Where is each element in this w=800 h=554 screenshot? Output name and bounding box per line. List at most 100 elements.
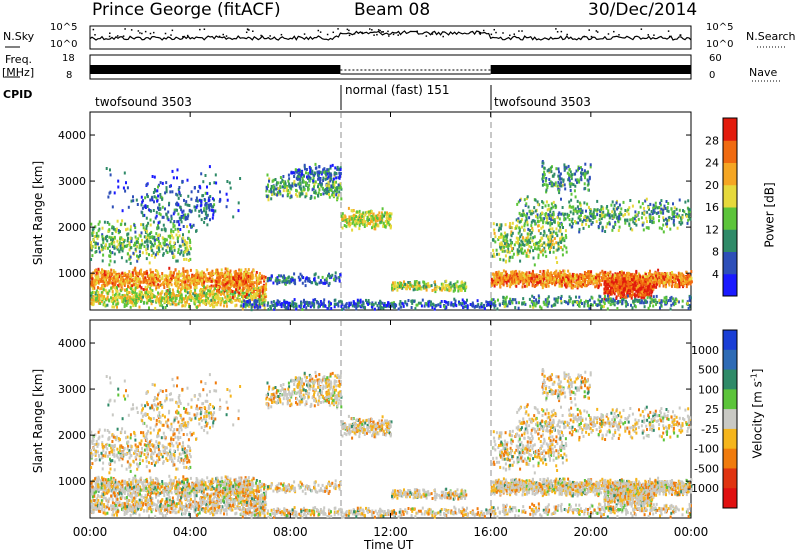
power-cell: [201, 194, 204, 198]
power-cell: [374, 216, 377, 220]
freq-tick-low: 8: [66, 70, 73, 81]
power-cell: [357, 221, 360, 225]
power-cell: [165, 249, 168, 253]
power-cell: [250, 273, 253, 277]
power-cell: [291, 182, 294, 186]
power-cell: [168, 301, 171, 304]
power-cell: [185, 243, 188, 247]
power-cell: [129, 299, 132, 303]
power-cell: [146, 243, 149, 247]
power-cell: [210, 286, 213, 290]
power-cell: [270, 185, 273, 188]
power-cell: [302, 305, 305, 309]
power-cell: [250, 305, 253, 309]
power-cell: [276, 193, 279, 197]
power-cell: [149, 279, 152, 283]
power-cell: [214, 300, 217, 304]
power-cell: [445, 283, 447, 287]
power-cell: [423, 284, 426, 288]
power-cell: [131, 271, 134, 275]
power-cell: [293, 175, 296, 178]
power-cell: [128, 281, 131, 285]
power-cell: [219, 282, 222, 285]
power-cell: [180, 208, 183, 212]
power-cell: [305, 276, 308, 280]
power-cell: [597, 284, 600, 288]
power-cell: [218, 199, 221, 203]
power-cell: [202, 301, 205, 305]
power-cell: [176, 176, 178, 180]
power-cell: [303, 298, 305, 302]
power-cell: [165, 297, 167, 301]
power-cell: [294, 183, 297, 187]
power-cell: [275, 183, 278, 187]
power-cell: [136, 277, 139, 281]
power-cell: [646, 278, 649, 282]
power-cell: [205, 294, 208, 298]
power-cell: [186, 203, 189, 207]
power-cell: [125, 181, 127, 185]
power-cell: [229, 282, 232, 286]
power-cell: [181, 210, 184, 214]
power-cell: [404, 284, 406, 288]
power-cell: [362, 222, 365, 226]
power-cell: [338, 171, 341, 175]
power-cell: [219, 285, 221, 289]
power-cell: [309, 170, 312, 174]
power-cell: [377, 306, 380, 310]
power-cell: [332, 191, 335, 195]
power-cell: [122, 280, 125, 284]
power-cell: [133, 243, 136, 247]
power-cell: [110, 268, 113, 272]
power-cell: [262, 294, 265, 298]
power-cell: [142, 214, 145, 218]
power-cell: [165, 274, 168, 278]
power-cell: [495, 282, 498, 286]
power-cell: [245, 293, 248, 296]
power-cell: [395, 304, 398, 308]
power-cell: [520, 272, 522, 276]
power-cell: [122, 186, 125, 190]
power-cell: [409, 287, 411, 291]
power-cell: [262, 288, 265, 292]
power-cell: [669, 276, 672, 280]
power-cell: [355, 218, 358, 222]
power-cell: [100, 271, 102, 275]
power-cell: [214, 287, 217, 291]
power-cell: [518, 270, 521, 274]
power-cell: [198, 209, 201, 213]
power-cell: [189, 247, 192, 251]
power-cell: [381, 207, 384, 211]
power-cell: [229, 296, 232, 299]
power-cell: [326, 190, 329, 194]
power-cell: [174, 268, 177, 272]
power-cell: [532, 279, 535, 283]
power-cell: [249, 298, 252, 302]
power-cell: [258, 272, 261, 275]
power-cell: [116, 239, 119, 243]
power-cell: [621, 273, 624, 277]
power-cell: [207, 278, 210, 282]
power-cell: [233, 284, 236, 288]
power-cell: [678, 279, 681, 283]
power-cell: [195, 292, 198, 296]
power-cell: [463, 283, 466, 286]
power-cell: [229, 291, 232, 295]
power-cell: [494, 279, 497, 283]
power-cell: [206, 268, 209, 272]
power-cell: [118, 275, 120, 279]
power-cell: [129, 278, 131, 281]
power-cell: [493, 273, 496, 277]
power-cell: [126, 297, 129, 301]
power-cell: [204, 191, 207, 195]
power-cell: [157, 277, 159, 281]
power-cell: [273, 192, 276, 196]
power-cell: [165, 181, 168, 185]
power-cell: [330, 189, 333, 192]
power-cell: [184, 300, 187, 304]
power-cell: [601, 269, 604, 273]
power-cell: [126, 252, 129, 256]
power-cell: [179, 218, 182, 221]
power-cell: [150, 271, 152, 275]
power-cell: [199, 271, 202, 275]
